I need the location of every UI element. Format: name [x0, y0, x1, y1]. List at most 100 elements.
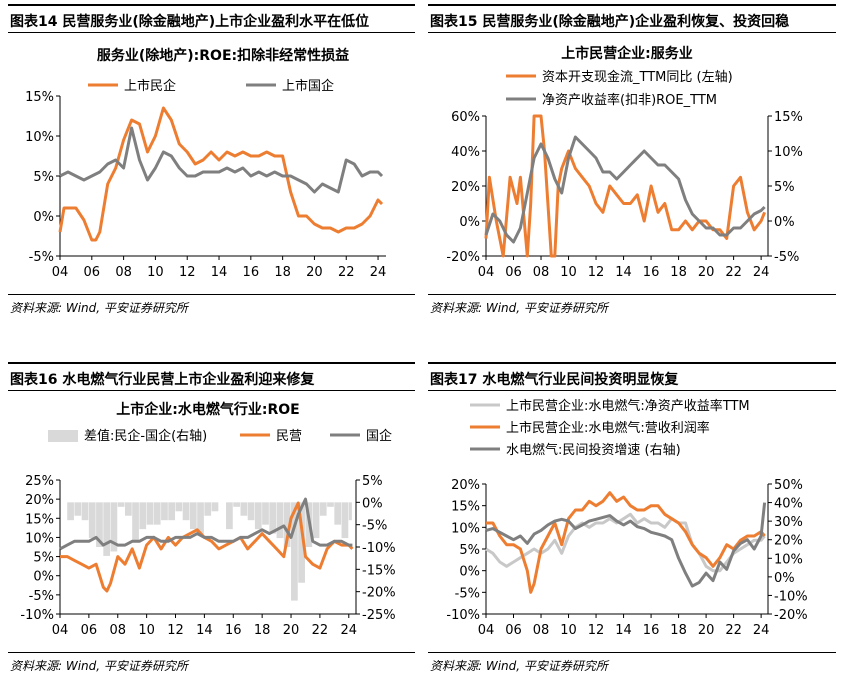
panel-16: 图表16 水电燃气行业民营上市企业盈利迎来修复 上市企业:水电燃气行业:ROE 2… [8, 362, 415, 684]
area-bar [168, 502, 176, 521]
y-tick-label: 0% [33, 210, 54, 225]
chart-16: 上市企业:水电燃气行业:ROE 25% 20% 15% 10% 5% 0% -5% -10% 5%… [20, 401, 396, 638]
y-tick-label: 10% [25, 130, 54, 145]
series-line [486, 491, 766, 594]
y-tick-label: 5% [459, 543, 480, 558]
x-tick-label: 22 [312, 623, 329, 638]
y-tick-label: 20% [451, 478, 480, 493]
y2-tick-label: 15% [774, 110, 803, 125]
x-tick-label: 10 [147, 265, 164, 280]
y2-tick-label: 10% [774, 552, 803, 567]
source-note: 资料来源: Wind, 平安证券研究所 [430, 659, 608, 673]
y-tick-label: -20% [446, 250, 480, 265]
x-tick-label: 16 [225, 623, 242, 638]
area-bar [276, 502, 284, 539]
y2-tick-label: -20% [774, 608, 808, 623]
legend-label: 国企 [366, 428, 392, 444]
chart-title: 服务业(除地产):ROE:扣除非经常性损益 [97, 47, 349, 64]
panel-15: 图表15 民营服务业(除金融地产)企业盈利恢复、投资回稳 上市民营企业:服务业 6… [428, 4, 836, 326]
panel-header: 图表16 水电燃气行业民营上市企业盈利迎来修复 [8, 362, 415, 391]
area-bar [334, 502, 342, 525]
x-tick-label: 08 [533, 623, 550, 638]
area-bar [161, 502, 168, 521]
panel-title: 图表14 民营服务业(除金融地产)上市企业盈利水平在低位 [10, 14, 370, 30]
x-tick-label: 10 [560, 265, 577, 280]
panel-title: 图表17 水电燃气行业民间投资明显恢复 [430, 372, 679, 388]
area-bar [291, 502, 298, 601]
x-tick-label: 12 [179, 265, 196, 280]
y-tick-label: 10% [25, 531, 54, 546]
chart-14: 服务业(除地产):ROE:扣除非经常性损益 15% 10% 5% 0% -5%04 06 08… [25, 47, 386, 280]
area-bar [269, 502, 277, 534]
area-bar [254, 502, 262, 530]
x-tick-label: 06 [505, 265, 522, 280]
area-bar [132, 502, 139, 543]
area-bar [233, 502, 240, 507]
y2-tick-label: -10% [774, 589, 808, 604]
area-bar [348, 502, 352, 521]
series-1 [59, 126, 384, 194]
y-tick-label: 40% [451, 145, 480, 160]
x-tick-label: 14 [615, 265, 632, 280]
legend-label: 上市民企 [124, 78, 176, 94]
series-line [484, 135, 766, 244]
panel-title: 图表16 水电燃气行业民营上市企业盈利迎来修复 [10, 372, 315, 388]
y-tick-label: 60% [451, 110, 480, 125]
y2-tick-label: 30% [774, 515, 803, 530]
y2-tick-label: -20% [362, 586, 396, 601]
x-tick-label: 16 [243, 265, 260, 280]
x-tick-label: 12 [588, 623, 605, 638]
series-2 [59, 497, 353, 551]
area-bar [189, 502, 197, 530]
x-tick-label: 24 [753, 265, 770, 280]
chart-15: 上市民营企业:服务业 60% 40% 20% 0% -20% 15% 10% 5% 0% -5% 04… [446, 45, 803, 280]
y2-tick-label: 0% [774, 571, 795, 586]
area-bar [341, 502, 349, 539]
y-tick-label: 15% [25, 512, 54, 527]
source-note: 资料来源: Wind, 平安证券研究所 [10, 659, 188, 673]
x-tick-label: 08 [533, 265, 550, 280]
y-tick-label: -5% [29, 250, 54, 265]
x-tick-label: 16 [643, 623, 660, 638]
x-tick-label: 10 [138, 623, 155, 638]
y-tick-label: 5% [33, 551, 54, 566]
legend-swatch [48, 430, 78, 442]
x-tick-label: 14 [615, 623, 632, 638]
series-line [485, 502, 767, 588]
x-tick-label: 08 [115, 265, 132, 280]
x-tick-label: 04 [52, 623, 69, 638]
area-bar [211, 502, 219, 512]
x-tick-label: 04 [52, 265, 69, 280]
legend-label: 水电燃气:民间投资增速 (右轴) [506, 442, 681, 458]
area-bar [262, 502, 269, 525]
area-bar [197, 502, 204, 534]
source-note: 资料来源: Wind, 平安证券研究所 [430, 301, 608, 315]
x-tick-label: 10 [560, 623, 577, 638]
x-tick-label: 12 [167, 623, 184, 638]
series-2 [485, 502, 767, 588]
y-tick-label: 25% [25, 474, 54, 489]
y2-tick-label: -15% [362, 563, 396, 578]
x-tick-label: 20 [698, 623, 715, 638]
legend-label: 民营 [276, 429, 302, 444]
y-tick-label: 0% [459, 215, 480, 230]
series-0 [58, 106, 384, 242]
area-bar [146, 502, 154, 525]
x-tick-label: 20 [698, 265, 715, 280]
y2-tick-label: 0% [362, 496, 383, 511]
x-tick-label: 16 [643, 265, 660, 280]
legend-label: 上市国企 [282, 78, 334, 94]
y-tick-label: 15% [25, 90, 54, 105]
chart-title: 上市企业:水电燃气行业:ROE [116, 401, 299, 418]
x-tick-label: 06 [81, 623, 98, 638]
y2-tick-label: 5% [774, 180, 795, 195]
area-bar [298, 502, 305, 583]
area-bar [153, 502, 161, 525]
panel-14: 图表14 民营服务业(除金融地产)上市企业盈利水平在低位 服务业(除地产):RO… [8, 4, 415, 326]
series-line [59, 126, 384, 194]
x-tick-label: 24 [341, 623, 358, 638]
area-bar [67, 502, 74, 521]
series-1 [484, 135, 766, 244]
area-bar [312, 502, 320, 539]
area-bar [88, 502, 96, 539]
